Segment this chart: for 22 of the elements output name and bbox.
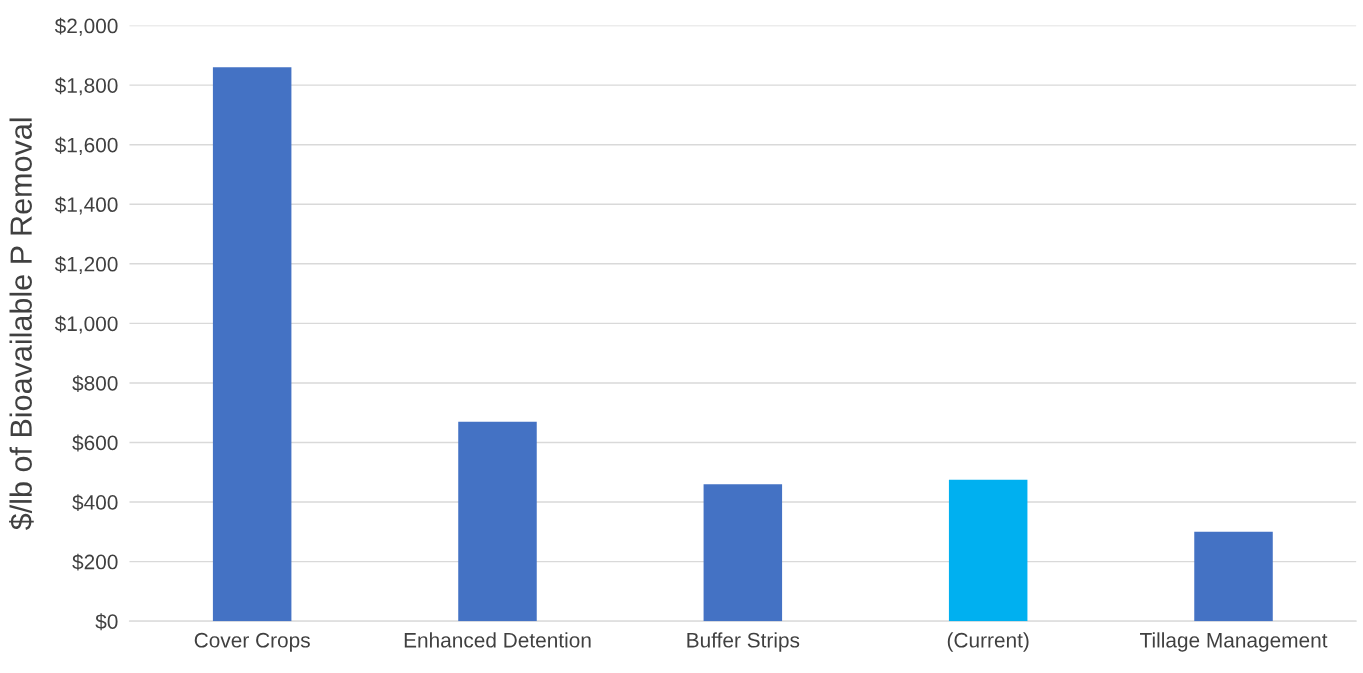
- y-tick-label: $400: [72, 494, 118, 512]
- x-tick-label: (Current): [947, 632, 1029, 652]
- bar: [212, 67, 292, 622]
- y-tick-label: $1,400: [54, 196, 118, 215]
- y-tick-label: $0: [95, 613, 118, 631]
- y-axis-title: $/lb of Bioavailable P Removal: [9, 118, 34, 530]
- x-tick-label: Tillage Management: [1140, 632, 1328, 652]
- x-tick-label: Buffer Strips: [687, 632, 800, 652]
- bar: [1194, 531, 1273, 622]
- x-tick-label: Enhanced Detention: [404, 632, 591, 648]
- y-tick-label: $600: [72, 434, 118, 452]
- bar: [703, 484, 783, 622]
- bar: [948, 479, 1028, 622]
- y-tick-label: $200: [72, 553, 118, 571]
- x-tick-label: Cover Crops: [194, 632, 310, 652]
- y-tick-label: $2,000: [54, 17, 118, 36]
- y-tick-label: $800: [72, 375, 118, 392]
- bar: [458, 421, 537, 622]
- y-tick-label: $1,200: [54, 255, 118, 275]
- y-tick-label: $1,800: [54, 77, 118, 96]
- y-tick-label: $1,600: [54, 136, 118, 155]
- y-tick-label: $1,000: [54, 315, 118, 334]
